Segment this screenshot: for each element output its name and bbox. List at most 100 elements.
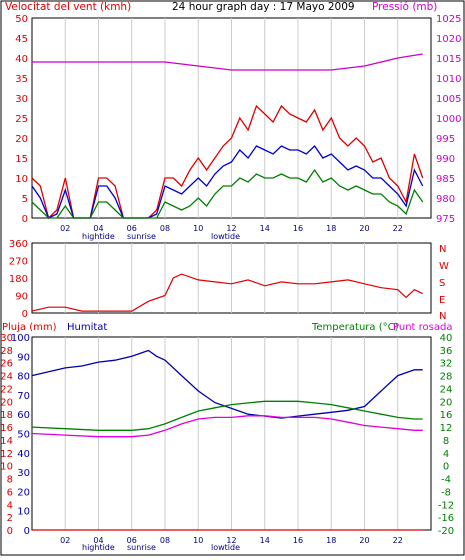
- climate-xtick-08: 08: [160, 536, 170, 545]
- humidity-ytick-80: 80: [17, 372, 30, 383]
- dir-ytick-180: 180: [9, 274, 28, 285]
- sunrise-marker: sunrise: [127, 232, 156, 241]
- pressure-ytick-975: 975: [436, 214, 455, 225]
- pressure-ytick-1025: 1025: [436, 14, 461, 25]
- direction-panel-grid: [64, 243, 399, 313]
- graph-title: 24 hour graph day : 17 Mayo 2009: [172, 1, 355, 13]
- climate-xtick-10: 10: [193, 536, 203, 545]
- humidity-ytick-70: 70: [17, 391, 30, 402]
- climate-xtick-06: 06: [127, 536, 137, 545]
- wind-ytick-40: 40: [15, 54, 28, 65]
- pressure-ytick-980: 980: [436, 194, 455, 205]
- dir-ytick-0: 0: [22, 309, 28, 320]
- hightide-marker-bottom: hightide: [82, 543, 115, 552]
- humidity-ytick-30: 30: [17, 468, 30, 479]
- temp-ytick--12: -12: [438, 500, 454, 511]
- humidity-ytick-40: 40: [17, 449, 30, 460]
- wind-panel-ticks: 02 04 06 08 10 12 14 16 18 20 22051015202530354045…: [15, 14, 461, 233]
- rain-ytick-30: 30: [0, 333, 13, 344]
- temp-ytick-24: 24: [440, 384, 453, 395]
- wind-xtick-02: 02: [60, 224, 70, 233]
- pressure-ytick-1010: 1010: [436, 74, 461, 85]
- wind-ytick-50: 50: [15, 14, 28, 25]
- dir-ytick-90: 90: [15, 292, 28, 303]
- temp-ytick-16: 16: [440, 410, 453, 421]
- pressure-title: Pressió (mb): [372, 1, 437, 13]
- temp-ytick--16: -16: [438, 513, 454, 524]
- dir-ytick-270: 270: [9, 257, 28, 268]
- wind-ytick-45: 45: [15, 34, 28, 45]
- rain-ytick-26: 26: [0, 359, 13, 370]
- pressure-ytick-995: 995: [436, 134, 455, 145]
- wind-ytick-10: 10: [15, 174, 28, 185]
- wind-panel-series: [31, 53, 424, 220]
- temp-ytick-0: 0: [443, 462, 449, 473]
- rain-ytick-2: 2: [7, 513, 13, 524]
- temp-ytick-32: 32: [440, 359, 453, 370]
- rain-title: Pluja (mm): [2, 322, 57, 333]
- wind-xtick-12: 12: [226, 224, 236, 233]
- humidity-ytick-0: 0: [24, 526, 30, 537]
- dir-ytick-360: 360: [9, 239, 28, 250]
- pressure-ytick-985: 985: [436, 174, 455, 185]
- dir-label-n-top: N: [439, 244, 446, 255]
- humidity-line: [31, 349, 423, 419]
- dir-label-s: S: [439, 278, 445, 289]
- temp-ytick-20: 20: [440, 397, 453, 408]
- rain-ytick-28: 28: [0, 346, 13, 357]
- climate-xtick-22: 22: [393, 536, 403, 545]
- pressure-ytick-1015: 1015: [436, 54, 461, 65]
- lowtide-marker: lowtide: [211, 232, 240, 241]
- wind-ytick-20: 20: [15, 134, 28, 145]
- wind-min-line: [31, 168, 424, 219]
- wind-xtick-10: 10: [193, 224, 203, 233]
- climate-xtick-04: 04: [93, 536, 103, 545]
- humidity-ytick-20: 20: [17, 487, 30, 498]
- humidity-title: Humitat: [67, 322, 107, 333]
- climate-panel-series: [31, 349, 423, 531]
- climate-xtick-16: 16: [293, 536, 303, 545]
- rain-ytick-20: 20: [0, 397, 13, 408]
- dewpoint-line: [31, 415, 423, 438]
- climate-xtick-18: 18: [326, 536, 336, 545]
- rain-ytick-8: 8: [7, 475, 13, 486]
- rain-ytick-12: 12: [0, 449, 13, 460]
- climate-xtick-20: 20: [359, 536, 369, 545]
- wind-ytick-30: 30: [15, 94, 28, 105]
- temp-ytick-12: 12: [440, 423, 453, 434]
- temp-ytick-28: 28: [440, 372, 453, 383]
- wind-xtick-20: 20: [359, 224, 369, 233]
- wind-ytick-25: 25: [15, 114, 28, 125]
- sunrise-marker-bottom: sunrise: [127, 543, 156, 552]
- temp-ytick--20: -20: [438, 526, 454, 537]
- pressure-ytick-1020: 1020: [436, 34, 461, 45]
- pressure-ytick-990: 990: [436, 154, 455, 165]
- wind-avg-line: [31, 145, 424, 219]
- wind-xtick-18: 18: [326, 224, 336, 233]
- humidity-ytick-10: 10: [17, 507, 30, 518]
- wind-ytick-0: 0: [22, 214, 28, 225]
- rain-ytick-10: 10: [0, 462, 13, 473]
- rain-ytick-24: 24: [0, 372, 13, 383]
- wind-xtick-04: 04: [93, 224, 103, 233]
- rain-ytick-0: 0: [7, 526, 13, 537]
- wind-xtick-14: 14: [260, 224, 270, 233]
- temperature-title: Temperatura (°C): [311, 322, 399, 333]
- wind-xtick-08: 08: [160, 224, 170, 233]
- wind-max-line: [31, 104, 424, 220]
- dir-label-w: W: [439, 261, 449, 272]
- temp-ytick-8: 8: [443, 436, 449, 447]
- wind-xtick-22: 22: [393, 224, 403, 233]
- rain-ytick-16: 16: [0, 423, 13, 434]
- temp-ytick--4: -4: [441, 475, 451, 486]
- humidity-ytick-60: 60: [17, 410, 30, 421]
- rain-ytick-4: 4: [7, 500, 13, 511]
- temp-ytick--8: -8: [441, 487, 451, 498]
- temp-ytick-4: 4: [443, 449, 449, 460]
- rain-ytick-14: 14: [0, 436, 13, 447]
- pressure-ytick-1000: 1000: [436, 114, 461, 125]
- dir-label-n-bottom: N: [439, 311, 446, 322]
- temperature-line: [31, 400, 423, 431]
